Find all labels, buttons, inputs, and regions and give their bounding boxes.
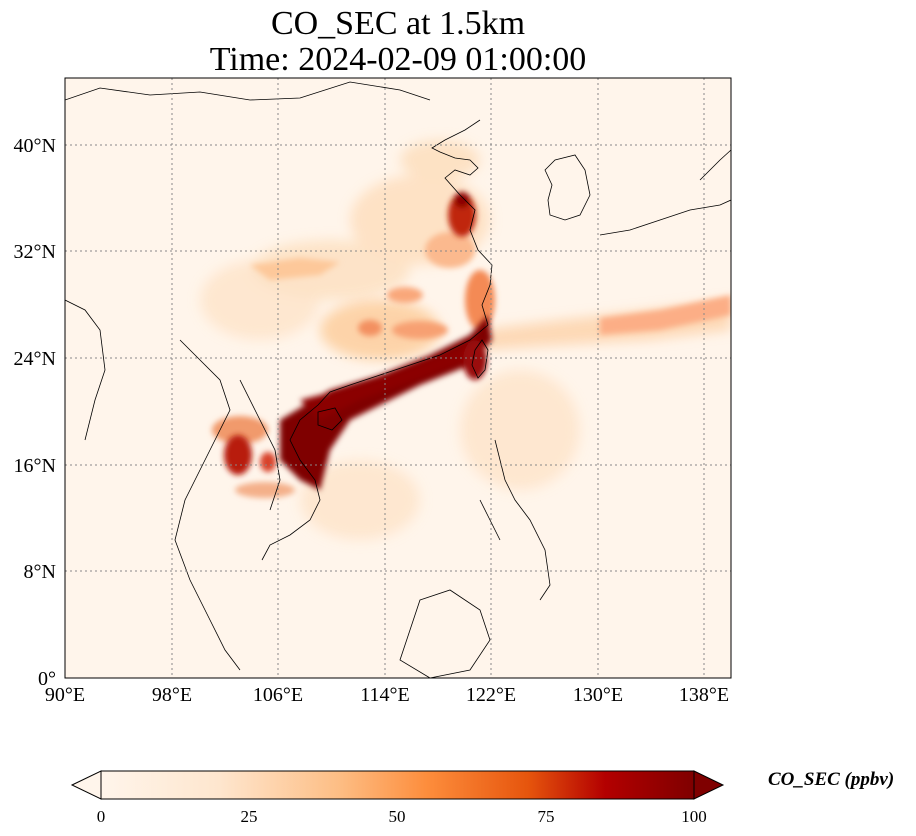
x-tick-label: 106°E — [253, 684, 303, 706]
gridlines — [65, 78, 731, 678]
india-coast — [65, 299, 106, 441]
colorbar-bar — [100, 770, 695, 800]
x-tick-label: 90°E — [45, 684, 85, 706]
taiwan — [471, 339, 489, 379]
japan — [599, 149, 731, 236]
colorbar — [70, 770, 725, 800]
concentration-field — [200, 140, 731, 540]
indochina — [174, 339, 281, 671]
coastlines — [65, 81, 731, 678]
borneo — [399, 589, 491, 678]
colorbar-tick-label: 100 — [681, 807, 707, 826]
x-tick-label: 98°E — [152, 684, 192, 706]
map-time-subtitle: Time: 2024-02-09 01:00:00 — [209, 41, 587, 78]
y-tick-labels: 0° 8°N 16°N 24°N 32°N 40°N — [14, 135, 56, 690]
hainan — [317, 407, 343, 431]
colorbar-tick-label: 25 — [241, 807, 258, 826]
x-tick-label: 138°E — [679, 684, 729, 706]
south-china-coast — [261, 324, 489, 561]
x-tick-label: 130°E — [573, 684, 623, 706]
x-tick-label: 114°E — [360, 684, 409, 706]
korea-peninsula — [544, 154, 591, 221]
colorbar-tick-label: 75 — [538, 807, 555, 826]
x-tick-labels: 90°E 98°E 106°E 114°E 122°E 130°E 138°E — [45, 684, 729, 706]
colorbar-tick-label: 50 — [389, 807, 406, 826]
y-tick-label: 24°N — [14, 348, 56, 370]
map-title: CO_SEC at 1.5km — [270, 5, 526, 42]
y-tick-label: 32°N — [14, 241, 56, 263]
y-tick-label: 0° — [38, 668, 56, 690]
y-tick-label: 40°N — [14, 135, 56, 157]
colorbar-tick-label: 0 — [97, 807, 106, 826]
colorbar-extend-min — [70, 770, 102, 800]
northern-border — [65, 81, 431, 101]
colorbar-label: CO_SEC (ppbv) — [768, 769, 895, 790]
map-frame — [64, 77, 732, 679]
colorbar-extend-max — [693, 770, 725, 800]
china-coast — [431, 119, 493, 326]
y-tick-label: 8°N — [24, 561, 56, 583]
x-tick-label: 122°E — [466, 684, 516, 706]
colorbar-tick-labels: 0 25 50 75 100 — [97, 807, 707, 826]
y-tick-label: 16°N — [14, 455, 56, 477]
philippines — [479, 439, 551, 601]
